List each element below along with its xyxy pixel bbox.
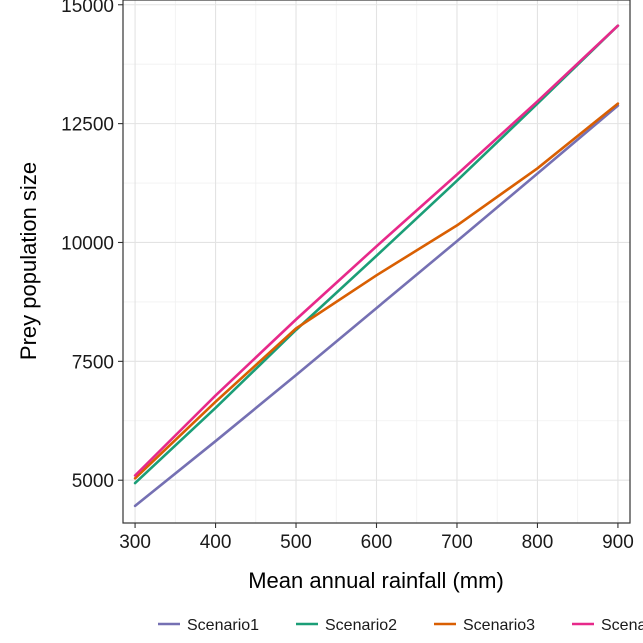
series-line-scenario1 (133, 104, 620, 508)
x-axis: 300 400 500 600 700 800 900 (119, 523, 634, 553)
series-lines (133, 24, 620, 508)
x-tick-label: 500 (280, 532, 312, 553)
y-tick-label: 10000 (61, 233, 114, 254)
legend-label-scenario2: Scenario2 (325, 617, 397, 634)
x-tick-label: 800 (522, 532, 554, 553)
x-tick-label: 300 (119, 532, 151, 553)
x-axis-title: Mean annual rainfall (mm) (248, 568, 504, 593)
series-line-scenario3 (133, 102, 620, 480)
series-line-scenario4 (133, 24, 620, 477)
legend-label-scenario1: Scenario1 (187, 617, 259, 634)
legend-label-scenario4: Scenario4 (601, 617, 643, 634)
legend: Scenario1 Scenario2 Scenario3 Scenario4 (158, 617, 643, 634)
legend-label-scenario3: Scenario3 (463, 617, 535, 634)
y-tick-label: 15000 (61, 0, 114, 17)
y-tick-label: 5000 (72, 471, 114, 492)
y-tick-label: 12500 (61, 115, 114, 136)
x-tick-label: 400 (200, 532, 232, 553)
x-tick-label: 700 (441, 532, 473, 553)
major-gridlines (123, 0, 630, 523)
x-tick-label: 600 (361, 532, 393, 553)
x-tick-label: 900 (602, 532, 634, 553)
y-tick-label: 7500 (72, 352, 114, 373)
series-line-scenario2 (133, 24, 620, 485)
y-axis-title: Prey population size (16, 162, 41, 360)
y-axis: 5000 7500 10000 12500 15000 (61, 0, 123, 492)
